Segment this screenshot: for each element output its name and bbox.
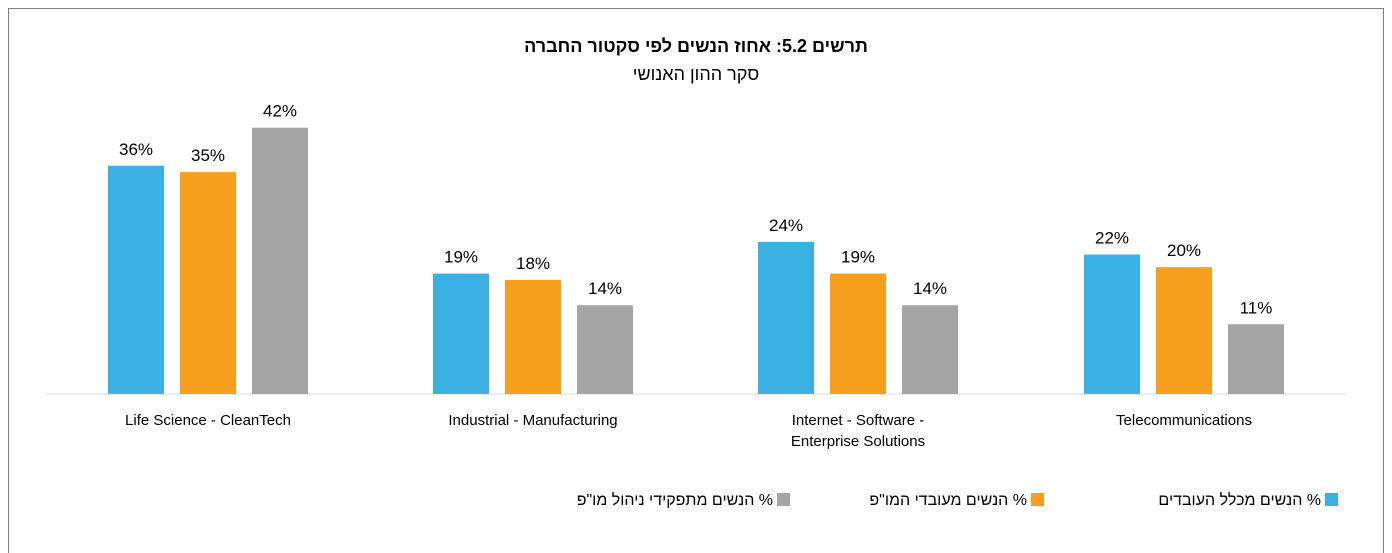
legend-label: % הנשים מכלל העובדים: [1158, 491, 1321, 509]
data-label: 24%: [769, 216, 803, 235]
chart-title: תרשים 5.2: אחוז הנשים לפי סקטור החברה: [524, 36, 868, 56]
data-label: 11%: [1240, 298, 1273, 317]
category-label: Telecommunications: [1116, 412, 1252, 429]
bar: [758, 241, 814, 394]
data-label: 19%: [841, 248, 875, 267]
chart-subtitle: סקר ההון האנושי: [633, 64, 759, 84]
bar: [1228, 324, 1284, 394]
category-label: Life Science - CleanTech: [125, 412, 291, 429]
category-label: Internet - Software -: [792, 412, 925, 429]
category-label: Industrial - Manufacturing: [448, 412, 617, 429]
bar: [180, 172, 236, 394]
bar: [830, 273, 886, 394]
bar: [505, 279, 561, 394]
category-label: Enterprise Solutions: [791, 433, 925, 450]
data-label: 22%: [1095, 229, 1129, 248]
data-label: 42%: [263, 102, 297, 121]
legend: % הנשים מכלל העובדים % הנשים מעובדי המו"פ…: [577, 491, 1338, 509]
data-label: 14%: [913, 279, 947, 298]
bar: [1084, 254, 1140, 394]
bar: [1156, 267, 1212, 394]
data-label: 14%: [588, 279, 622, 298]
bar: [433, 273, 489, 394]
bar: [252, 127, 308, 394]
legend-swatch: [777, 493, 790, 506]
bar: [902, 305, 958, 394]
legend-label: % הנשים מתפקידי ניהול מו"פ: [577, 491, 773, 509]
bar: [577, 305, 633, 394]
chart-frame: [8, 8, 1384, 553]
data-label: 36%: [119, 140, 153, 159]
plot-area: 36% 35% 42% Life Science - CleanTech 19% 18% 1…: [46, 102, 1346, 450]
legend-swatch: [1031, 493, 1044, 506]
legend-label: % הנשים מעובדי המו"פ: [869, 492, 1027, 509]
bar: [108, 165, 164, 394]
data-label: 18%: [516, 254, 550, 273]
data-label: 19%: [444, 248, 478, 267]
data-label: 35%: [191, 146, 225, 165]
legend-swatch: [1325, 493, 1338, 506]
data-label: 20%: [1167, 241, 1201, 260]
